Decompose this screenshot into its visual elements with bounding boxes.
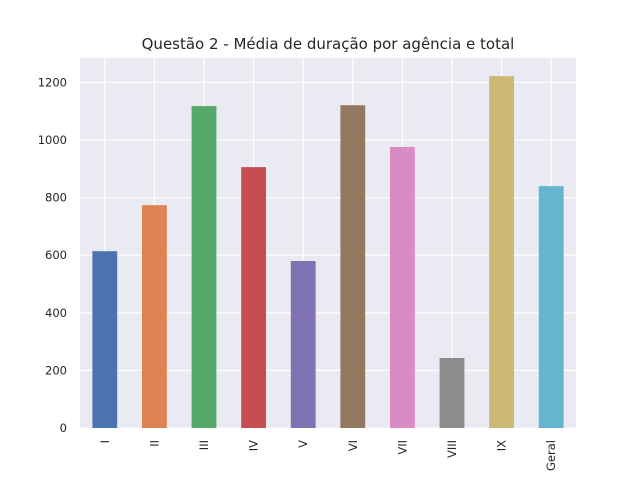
bar-iii <box>191 106 217 428</box>
x-tick-label: V <box>296 440 310 448</box>
bar-iv <box>241 167 266 428</box>
x-tick-label: Geral <box>544 440 558 471</box>
bar-vi <box>340 105 366 428</box>
bar-v <box>290 260 316 428</box>
bar-geral <box>538 186 564 428</box>
y-tick-label: 1000 <box>38 133 67 147</box>
x-tick-label: VII <box>395 440 409 455</box>
x-tick-label: III <box>197 440 211 450</box>
y-tick-label: 400 <box>45 306 67 320</box>
y-tick-label: 800 <box>45 191 67 205</box>
x-tick-label: IX <box>495 440 509 451</box>
x-tick-label: II <box>147 440 161 447</box>
y-axis-ticks: 0 200 400 600 800 1000 1200 <box>38 75 67 435</box>
y-tick-label: 200 <box>45 363 67 377</box>
y-tick-label: 1200 <box>38 75 67 89</box>
x-tick-label: VIII <box>445 440 459 458</box>
x-tick-label: IV <box>247 440 261 451</box>
bar-ix <box>489 76 514 428</box>
bar-ii <box>142 205 167 428</box>
chart-title: Questão 2 - Média de duração por agência… <box>142 35 515 53</box>
x-tick-label: I <box>98 440 112 443</box>
y-tick-label: 0 <box>60 421 67 435</box>
bars <box>92 76 564 428</box>
y-tick-label: 600 <box>45 248 67 262</box>
bar-i <box>92 251 118 428</box>
x-axis-ticks: I II III IV V VI VII VIII IX Geral <box>98 440 558 471</box>
x-tick-label: VI <box>346 440 360 451</box>
bar-viii <box>439 358 465 428</box>
bar-vii <box>390 146 415 428</box>
